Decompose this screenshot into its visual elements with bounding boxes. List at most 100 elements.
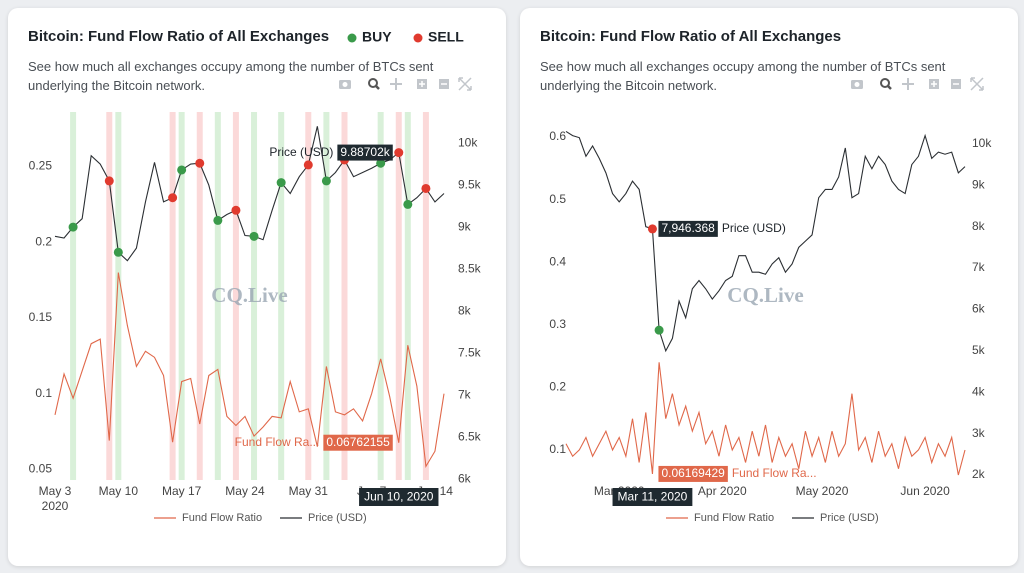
hover-date: Mar 11, 2020 [618, 490, 688, 504]
hover-date: Jun 10, 2020 [364, 490, 434, 504]
y-tick-label: 0.5 [549, 192, 566, 206]
chart-subtitle: See how much all exchanges occupy among … [28, 59, 434, 93]
sell-marker [168, 193, 178, 203]
y-tick-label: 0.6 [549, 129, 566, 143]
signal-band [169, 112, 176, 480]
y2-tick-label: 6k [972, 302, 986, 316]
x-tick-label: May 17 [162, 484, 202, 498]
hover-value: 0.06169429 [661, 466, 725, 480]
hover-box [323, 434, 393, 451]
y2-tick-label: 9k [972, 177, 986, 191]
legend-label: SELL [428, 29, 464, 45]
y2-tick-label: 10k [972, 136, 992, 150]
toolbar-zoom[interactable] [880, 78, 890, 88]
sell-marker [421, 183, 431, 193]
toolbar-zoom-in-sign [419, 81, 425, 87]
signal-band [70, 112, 77, 480]
y-tick-label: 0.2 [35, 234, 52, 248]
y2-tick-label: 8k [972, 219, 986, 233]
x-tick-label: May 10 [99, 484, 139, 498]
signal-band [404, 112, 411, 480]
signal-band [377, 112, 384, 480]
toolbar-zoom-in-sign [931, 81, 937, 87]
signal-band [232, 112, 239, 480]
y2-tick-label: 10k [458, 135, 478, 149]
x-tick-label: May 2020 [796, 484, 849, 498]
signal-band [341, 112, 348, 480]
sell-marker [231, 205, 241, 215]
y2-tick-label: 7.5k [458, 345, 482, 359]
hover-name: Fund Flow Ra... [235, 435, 320, 449]
signal-band [278, 112, 285, 480]
hover-date-box [359, 488, 439, 506]
y-tick-label: 0.15 [29, 310, 53, 324]
x-tick-label: Apr 2020 [698, 484, 747, 498]
x-tick-sublabel: 2020 [42, 499, 69, 513]
toolbar-zoom[interactable] [368, 78, 378, 88]
hover-box [337, 144, 393, 161]
y2-tick-label: 8k [458, 303, 472, 317]
chart-title: Bitcoin: Fund Flow Ratio of All Exchange… [28, 28, 330, 45]
legend-label: Price (USD) [308, 512, 367, 524]
x-tick-label: May 3 [39, 484, 72, 498]
buy-marker [68, 222, 78, 232]
buy-marker [276, 178, 286, 188]
signal-band [196, 112, 203, 480]
legend-label: BUY [362, 29, 392, 45]
sell-marker [394, 148, 404, 158]
x-tick-label: May 31 [289, 484, 329, 498]
signal-band [323, 112, 330, 480]
y2-tick-label: 3k [972, 426, 986, 440]
toolbar-reset[interactable] [458, 77, 472, 91]
chart-subtitle: See how much all exchanges occupy among … [540, 59, 946, 93]
y-tick-label: 0.25 [29, 159, 53, 173]
y2-tick-label: 7k [972, 260, 986, 274]
hover-date-box [612, 488, 693, 506]
watermark: CQ.Live [727, 283, 803, 307]
hover-value: 7,946.368 [661, 221, 715, 235]
signal-band [214, 112, 221, 480]
y2-tick-label: 6k [458, 471, 472, 485]
toolbar-zoom-handle [887, 85, 892, 90]
hover-name: Price (USD) [722, 221, 786, 235]
y2-tick-label: 6.5k [458, 429, 482, 443]
legend-label: Fund Flow Ratio [694, 512, 774, 524]
signal-band [395, 112, 402, 480]
card: Bitcoin: Fund Flow Ratio of All Exchange… [8, 8, 506, 566]
signal-band [305, 112, 312, 480]
buy-marker [249, 231, 259, 241]
legend-label: Fund Flow Ratio [182, 512, 262, 524]
toolbar-reset[interactable] [970, 77, 984, 91]
y-tick-label: 0.05 [29, 462, 53, 476]
hover-value: 0.06762155 [326, 435, 390, 449]
hover-box [658, 220, 718, 237]
y2-tick-label: 7k [458, 387, 472, 401]
y-tick-label: 0.2 [549, 380, 566, 394]
hover-name: Fund Flow Ra... [732, 466, 817, 480]
buy-marker [654, 325, 664, 335]
hover-name: Price (USD) [269, 145, 333, 159]
legend-dot [413, 33, 423, 43]
toolbar-camera-lens [342, 82, 348, 87]
buy-marker [321, 176, 331, 186]
sell-marker [303, 160, 313, 170]
x-tick-label: Jun 2020 [900, 484, 950, 498]
legend-label: Price (USD) [820, 512, 879, 524]
toolbar-zoom-handle [375, 85, 380, 90]
toolbar-pan[interactable] [902, 78, 914, 90]
legend-dot [347, 33, 357, 43]
y2-tick-label: 9k [458, 219, 472, 233]
buy-marker [376, 158, 386, 168]
y2-tick-label: 5k [972, 343, 986, 357]
y2-tick-label: 4k [972, 384, 986, 398]
toolbar-pan[interactable] [390, 78, 402, 90]
buy-marker [403, 199, 413, 209]
chart-title: Bitcoin: Fund Flow Ratio of All Exchange… [540, 28, 842, 45]
sell-marker [647, 224, 657, 234]
y-tick-label: 0.1 [35, 386, 52, 400]
y-tick-label: 0.1 [549, 442, 566, 456]
sell-marker [195, 158, 205, 168]
y-tick-label: 0.4 [549, 254, 566, 268]
sell-marker [104, 176, 114, 186]
watermark: CQ.Live [211, 283, 287, 307]
